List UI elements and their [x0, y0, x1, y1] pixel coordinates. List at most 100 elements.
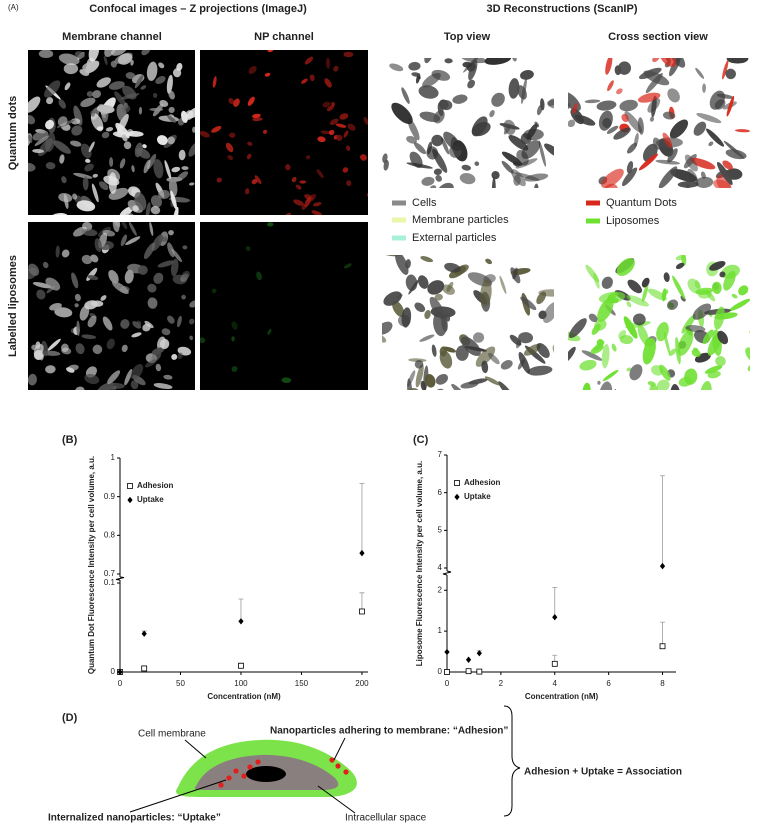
blob: [76, 200, 96, 212]
y-tick-label: 7: [438, 450, 443, 459]
blob: [132, 321, 142, 329]
blob: [731, 293, 738, 299]
blob: [61, 176, 67, 184]
blob: [75, 343, 85, 355]
blob: [419, 334, 435, 342]
blob: [454, 264, 469, 275]
blob: [283, 212, 291, 215]
blob: [130, 364, 144, 380]
blob: [614, 389, 622, 390]
blob: [79, 69, 90, 76]
blob: [395, 255, 409, 275]
blob: [647, 98, 661, 113]
blob: [645, 394, 655, 415]
blob: [418, 85, 439, 99]
blob: [188, 141, 195, 157]
blob: [501, 160, 514, 174]
blob: [687, 278, 701, 294]
point: [359, 608, 365, 615]
image-texture: [28, 222, 195, 390]
x-tick-label: 4: [553, 679, 558, 688]
blob: [147, 283, 157, 293]
blob: [75, 386, 85, 390]
blob: [431, 344, 437, 357]
blob: [125, 72, 136, 80]
blob: [427, 141, 433, 155]
blob: [660, 58, 677, 67]
blob: [467, 79, 476, 89]
x-tick-label: 150: [295, 679, 309, 688]
blob: [88, 50, 100, 62]
blob: [626, 161, 634, 174]
blob: [144, 359, 157, 368]
legend-marker: [454, 480, 460, 486]
point: [444, 648, 450, 656]
blob: [661, 391, 675, 407]
blob: [452, 94, 468, 104]
blob: [414, 302, 426, 313]
blob: [435, 373, 449, 385]
blob: [181, 166, 189, 171]
legend-marker: [127, 483, 133, 489]
blob: [422, 72, 441, 88]
blob: [104, 385, 117, 390]
blob: [58, 53, 80, 66]
legend-label: Uptake: [137, 495, 164, 504]
blob: [28, 134, 33, 144]
blob: [32, 130, 49, 141]
blob: [721, 264, 740, 279]
blob: [594, 319, 607, 331]
blob: [684, 154, 698, 172]
blob: [140, 85, 147, 90]
blob: [42, 261, 49, 269]
blob: [125, 236, 141, 246]
x-tick-label: 8: [660, 679, 665, 688]
blob: [597, 298, 614, 322]
blob: [677, 395, 688, 407]
blob: [138, 265, 148, 275]
blob: [121, 134, 128, 142]
blob: [571, 102, 578, 114]
blob: [233, 98, 240, 107]
blob: [80, 97, 96, 108]
blob: [481, 360, 489, 374]
blob: [424, 393, 440, 407]
blob: [719, 271, 726, 278]
blob: [443, 131, 461, 151]
blob: [439, 350, 453, 369]
blob: [45, 162, 56, 170]
blob: [441, 137, 450, 155]
blob: [641, 283, 649, 303]
blob: [163, 374, 173, 380]
blob: [103, 55, 108, 66]
y-tick-label: 0.8: [104, 530, 116, 539]
blob: [460, 58, 487, 64]
blob: [659, 364, 671, 381]
blob: [121, 222, 128, 230]
blob: [711, 281, 722, 294]
legend-swatch: [392, 200, 406, 206]
blob: [627, 279, 643, 294]
error-bar: [552, 587, 558, 618]
diagram: (D) Cell membrane Nanoparticles adhering…: [48, 705, 682, 824]
blob: [229, 132, 236, 138]
blob: [79, 305, 90, 321]
blob: [626, 301, 632, 308]
blob: [536, 342, 550, 358]
blob: [446, 281, 454, 292]
row-label: Labelled liposomes: [7, 255, 19, 357]
blob: [73, 226, 88, 237]
blob: [120, 93, 140, 100]
x-tick-label: 0: [445, 679, 450, 688]
blob: [61, 343, 69, 352]
blob: [168, 90, 175, 100]
blob: [66, 367, 75, 373]
blob: [251, 178, 258, 185]
blob: [602, 118, 612, 128]
blob: [484, 376, 501, 386]
blob: [96, 104, 115, 114]
blob: [80, 143, 92, 159]
blob: [725, 68, 737, 80]
blob: [231, 366, 238, 372]
blob: [649, 116, 655, 122]
